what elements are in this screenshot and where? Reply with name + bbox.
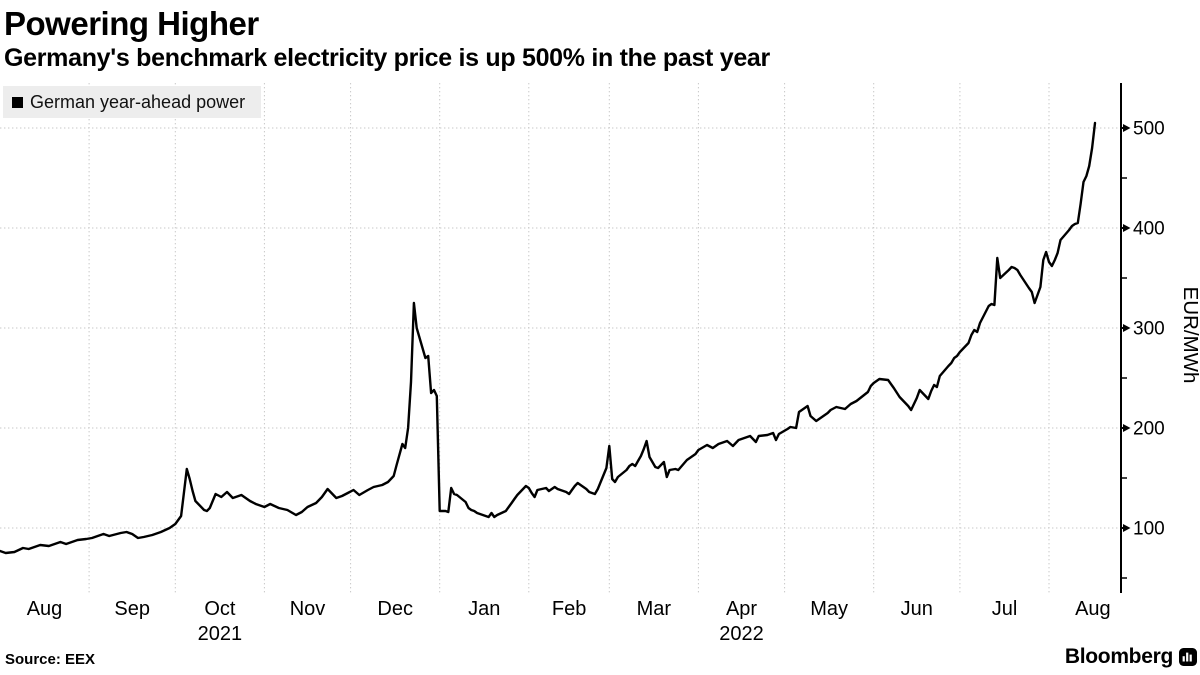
page-title: Powering Higher — [4, 5, 259, 42]
month-label: Sep — [114, 598, 150, 620]
year-label: 2021 — [198, 623, 243, 645]
y-tick-label: 300 — [1133, 319, 1165, 340]
y-axis-tick-arrow-icon — [1123, 424, 1131, 432]
y-axis-tick-arrow-icon — [1123, 124, 1131, 132]
bloomberg-logo: Bloomberg — [1065, 645, 1197, 669]
legend-box: German year-ahead power — [3, 86, 262, 118]
month-label: Jan — [468, 598, 500, 620]
month-label: Jul — [992, 598, 1018, 620]
y-tick-label: 400 — [1133, 219, 1165, 240]
y-axis-title: EUR/MWh — [1179, 287, 1200, 384]
month-label: Mar — [637, 598, 672, 620]
month-label: Jun — [901, 598, 933, 620]
legend-label: German year-ahead power — [30, 91, 246, 112]
month-label: Aug — [1075, 598, 1111, 620]
bloomberg-terminal-icon — [1179, 648, 1197, 666]
page-subtitle: Germany's benchmark electricity price is… — [4, 44, 770, 72]
y-axis-tick-arrow-icon — [1123, 524, 1131, 532]
y-tick-label: 500 — [1133, 119, 1165, 140]
year-label: 2022 — [719, 623, 764, 645]
month-label: May — [810, 598, 848, 620]
month-label: Apr — [726, 598, 757, 620]
y-tick-label: 200 — [1133, 419, 1165, 440]
month-label: Oct — [204, 598, 236, 620]
price-line — [0, 121, 1097, 555]
y-tick-label: 100 — [1133, 519, 1165, 540]
bloomberg-wordmark: Bloomberg — [1064, 645, 1173, 668]
month-label: Dec — [377, 598, 413, 620]
month-label: Aug — [27, 598, 63, 620]
y-axis-tick-arrow-icon — [1123, 224, 1131, 232]
month-label: Nov — [290, 598, 326, 620]
legend-swatch-square-icon — [12, 96, 23, 108]
source-label: Source: EEX — [5, 651, 96, 668]
y-axis-tick-arrow-icon — [1123, 324, 1131, 332]
month-label: Feb — [552, 598, 586, 620]
